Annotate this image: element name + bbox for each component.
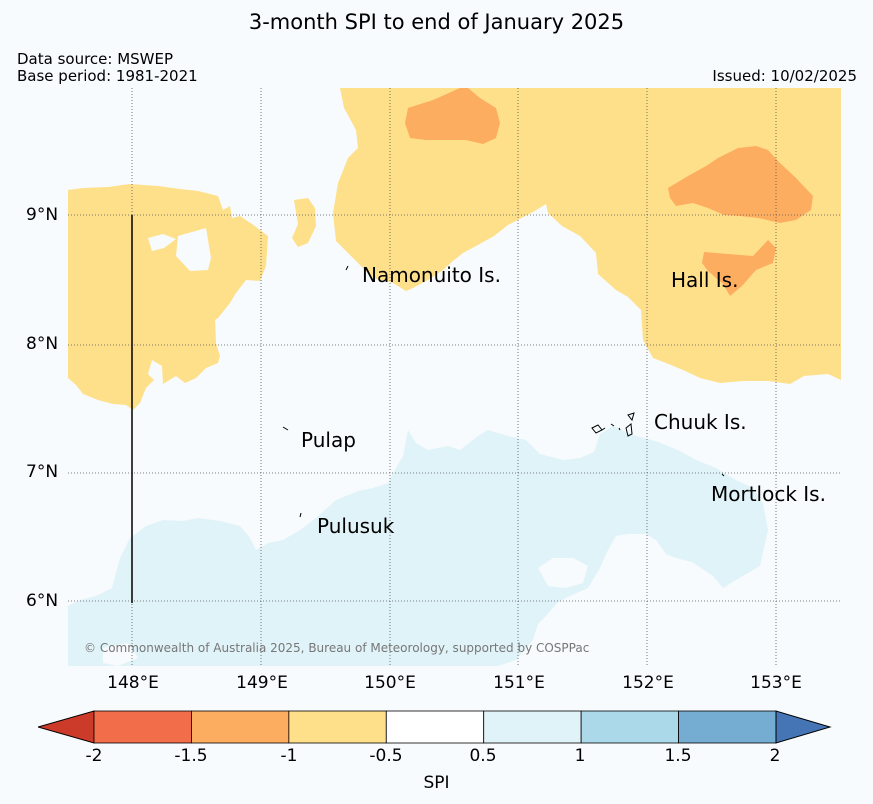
lat-label-9n: 9°N <box>26 205 59 225</box>
namonuito-atoll <box>345 265 349 271</box>
lon-label-149e: 149°E <box>236 673 288 693</box>
colorbar-tick: 2 <box>769 746 781 766</box>
spi-colorbar <box>38 710 832 744</box>
lat-label-8n: 8°N <box>26 334 59 354</box>
colorbar-tick: -2 <box>85 746 103 766</box>
lon-label-151e: 151°E <box>493 673 545 693</box>
spi-region-wet-south <box>68 426 768 666</box>
label-pulap: Pulap <box>301 428 356 452</box>
chuuk-islands <box>591 412 635 437</box>
data-source: Data source: MSWEP <box>17 50 174 68</box>
spi-region-moderately-dry-east <box>668 146 813 223</box>
pulusuk-island <box>299 512 302 518</box>
colorbar-segment <box>483 710 582 744</box>
spi-region-moderately-dry-north <box>405 88 500 144</box>
label-mortlock: Mortlock Is. <box>711 482 826 506</box>
lon-label-152e: 152°E <box>622 673 674 693</box>
colorbar-tick: 0.5 <box>469 746 497 766</box>
lat-label-7n: 7°N <box>26 462 59 482</box>
spi-region-moderately-dry-hall <box>702 240 776 296</box>
lon-label-153e: 153°E <box>750 673 802 693</box>
colorbar-label: SPI <box>423 773 450 793</box>
spi-region-dry-islet <box>292 198 316 247</box>
colorbar-tick: -1 <box>280 746 298 766</box>
colorbar-segment <box>678 710 777 744</box>
label-chuuk: Chuuk Is. <box>654 410 747 434</box>
colorbar-segment <box>93 710 192 744</box>
colorbar-extend-low <box>38 710 95 744</box>
pulap-atoll <box>282 426 289 431</box>
island-outlines <box>282 265 725 518</box>
colorbar-tick: -1.5 <box>174 746 208 766</box>
label-pulusuk: Pulusuk <box>317 514 395 538</box>
issued-date: Issued: 10/02/2025 <box>712 67 857 85</box>
mortlock-atoll <box>721 473 725 477</box>
lat-label-6n: 6°N <box>26 591 59 611</box>
colorbar-segment <box>191 710 290 744</box>
label-namonuito: Namonuito Is. <box>362 263 501 287</box>
colorbar-segment <box>385 710 485 744</box>
map-title: 3-month SPI to end of January 2025 <box>248 10 625 34</box>
label-hall: Hall Is. <box>671 268 738 292</box>
spi-map: Namonuito Is. Hall Is. Pulap Chuuk Is. M… <box>68 88 841 666</box>
colorbar-segment <box>288 710 387 744</box>
colorbar-tick: 1 <box>574 746 586 766</box>
lon-label-148e: 148°E <box>107 673 159 693</box>
colorbar-tick: 1.5 <box>664 746 692 766</box>
spi-region-dry-northwest <box>68 184 268 410</box>
colorbar-tick: -0.5 <box>369 746 403 766</box>
copyright-note: © Commonwealth of Australia 2025, Bureau… <box>84 641 589 655</box>
colorbar-extend-high <box>775 710 832 744</box>
lon-label-150e: 150°E <box>364 673 416 693</box>
colorbar-segment <box>580 710 679 744</box>
base-period: Base period: 1981-2021 <box>17 67 198 85</box>
